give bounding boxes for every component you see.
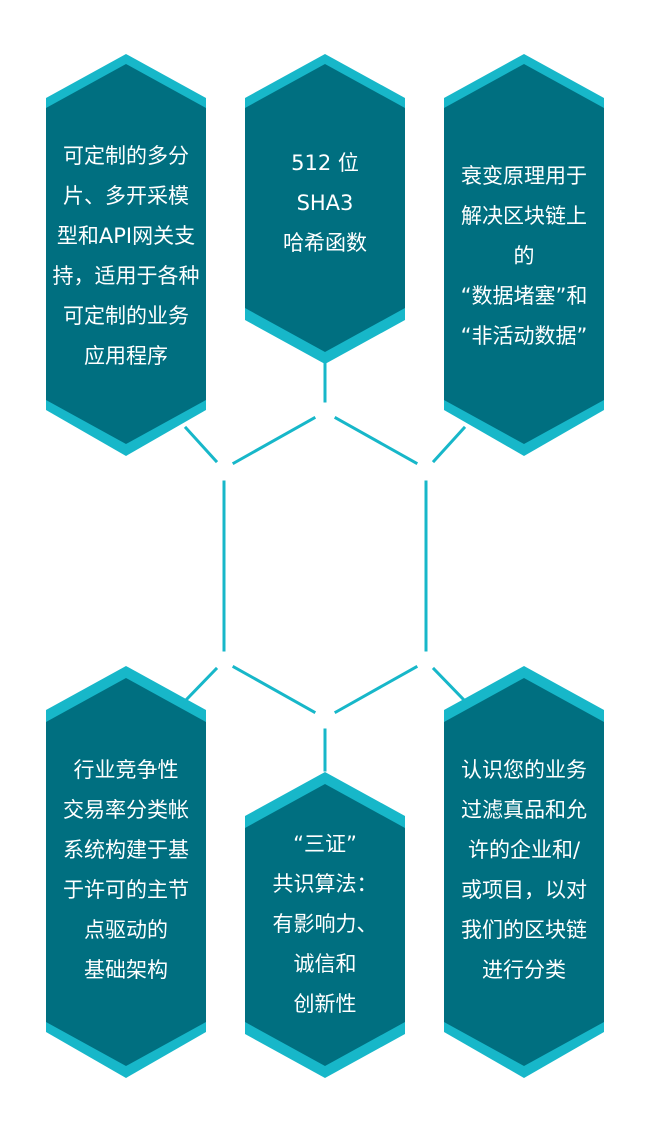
card-line: 创新性 <box>293 992 357 1016</box>
card-bottom-center-text: “三证” 共识算法： 有影响力、 诚信和 创新性 <box>245 824 405 1024</box>
card-bottom-right-fill <box>444 678 604 1066</box>
card-top-left-text: 可定制的多分 片、多开采模 型和API网关支 持，适用于各种 可定制的业务 应用… <box>46 136 206 376</box>
card-top-left-fill <box>46 64 206 444</box>
card-line: SHA3 <box>296 191 354 215</box>
card-line: 解决区块链上 <box>461 204 587 228</box>
card-bottom-left-fill <box>46 678 206 1066</box>
card-line: 片、多开采模 <box>63 184 189 208</box>
card-top-center <box>245 54 405 364</box>
card-top-right-text: 衰变原理用于 解决区块链上 的 “数据堵塞”和 “非活动数据” <box>444 156 604 356</box>
card-top-right <box>444 54 604 456</box>
card-line: 许的企业和/ <box>467 838 581 862</box>
card-top-left <box>46 54 206 456</box>
spoke-top-left <box>183 425 219 464</box>
card-line: 于许可的主节 <box>63 878 189 902</box>
card-bottom-right <box>444 666 604 1078</box>
connector-bottom-left-edge <box>231 664 317 715</box>
card-bottom-center <box>245 772 405 1078</box>
card-line: “三证” <box>293 832 357 856</box>
card-bottom-left <box>46 666 206 1078</box>
card-line: 的 <box>513 244 535 268</box>
connector-bottom-right-edge <box>333 664 419 715</box>
spoke-bottom-left <box>183 666 219 703</box>
card-line: 应用程序 <box>84 344 168 368</box>
card-line: 行业竞争性 <box>73 758 179 782</box>
card-line: 诚信和 <box>293 952 357 976</box>
card-bottom-center-fill <box>245 784 405 1066</box>
spoke-bottom-right <box>431 666 467 703</box>
card-line: 可定制的多分 <box>63 144 189 168</box>
card-line: 我们的区块链 <box>461 918 587 942</box>
card-line: 基础架构 <box>84 958 168 982</box>
card-line: 系统构建于基 <box>63 838 189 862</box>
card-line: 或项目，以对 <box>461 878 587 902</box>
card-top-center-fill <box>245 64 405 352</box>
connector-top-right-edge <box>333 415 419 466</box>
card-bottom-right-text: 认识您的业务 过滤真品和允 许的企业和/ 或项目，以对 我们的区块链 进行分类 <box>444 750 604 990</box>
card-line: 衰变原理用于 <box>461 164 587 188</box>
central-connector <box>183 358 467 772</box>
card-line: 共识算法： <box>272 872 378 896</box>
card-line: 认识您的业务 <box>461 758 587 782</box>
card-line: 哈希函数 <box>283 231 367 255</box>
card-line: 交易率分类帐 <box>63 798 189 822</box>
card-line: 512 位 <box>291 151 359 175</box>
card-line: 型和API网关支 <box>56 224 196 248</box>
card-line: 进行分类 <box>482 958 566 982</box>
card-top-center-text: 512 位 SHA3 哈希函数 <box>245 143 405 263</box>
card-line: “数据堵塞”和 <box>460 284 588 308</box>
card-line: “非活动数据” <box>460 324 588 348</box>
card-top-right-fill <box>444 64 604 444</box>
spoke-top-right <box>431 425 467 464</box>
card-line: 过滤真品和允 <box>461 798 587 822</box>
connector-top-left-edge <box>231 415 317 466</box>
card-bottom-left-text: 行业竞争性 交易率分类帐 系统构建于基 于许可的主节 点驱动的 基础架构 <box>46 750 206 990</box>
card-line: 持，适用于各种 <box>52 264 200 288</box>
card-line: 点驱动的 <box>84 918 168 942</box>
card-line: 可定制的业务 <box>63 304 189 328</box>
card-line: 有影响力、 <box>272 912 378 936</box>
